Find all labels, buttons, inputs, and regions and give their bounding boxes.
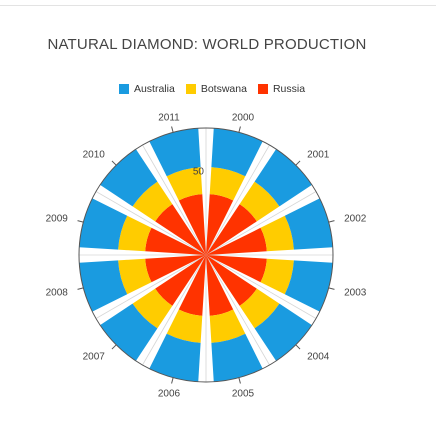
value-tick-label: 50 xyxy=(193,166,205,177)
bar-botswana-2005[interactable] xyxy=(209,309,246,343)
legend-label-australia: Australia xyxy=(133,83,175,95)
bar-australia-2004[interactable] xyxy=(254,303,312,361)
category-label-2006: 2006 xyxy=(158,389,181,400)
bar-australia-2011[interactable] xyxy=(149,128,201,177)
bar-russia-2004[interactable] xyxy=(206,255,257,306)
bar-botswana-2010[interactable] xyxy=(132,181,173,222)
category-label-2009: 2009 xyxy=(46,213,69,224)
bar-botswana-2007[interactable] xyxy=(132,288,173,329)
category-tick xyxy=(111,160,117,166)
bar-australia-2000[interactable] xyxy=(211,128,263,177)
grid-layer xyxy=(78,127,334,383)
bar-botswana-2002[interactable] xyxy=(260,215,294,252)
top-divider xyxy=(0,0,436,6)
grid-spoke xyxy=(142,254,207,366)
legend-swatch-russia xyxy=(257,84,268,94)
category-tick xyxy=(238,126,241,133)
legend-swatch-australia xyxy=(118,84,129,94)
bar-australia-2001[interactable] xyxy=(254,149,312,207)
category-tick xyxy=(111,344,117,350)
bar-australia-2003[interactable] xyxy=(284,260,333,312)
bar-russia-2003[interactable] xyxy=(206,255,267,283)
category-label-2005: 2005 xyxy=(232,389,255,400)
bar-russia-2010[interactable] xyxy=(155,204,206,255)
grid-spoke xyxy=(205,191,317,256)
bar-australia-2008[interactable] xyxy=(79,260,128,312)
grid-spoke xyxy=(142,144,207,256)
bar-russia-2011[interactable] xyxy=(178,194,206,255)
category-label-2007: 2007 xyxy=(83,352,106,363)
category-label-2008: 2008 xyxy=(46,288,69,299)
bar-russia-2001[interactable] xyxy=(206,204,257,255)
legend-item-botswana[interactable]: Botswana xyxy=(185,83,247,95)
bar-australia-2007[interactable] xyxy=(100,303,158,361)
bar-russia-2000[interactable] xyxy=(206,194,234,255)
category-label-2011: 2011 xyxy=(158,112,180,123)
chart-title: NATURAL DIAMOND: WORLD PRODUCTION xyxy=(47,36,367,53)
category-label-2001: 2001 xyxy=(307,149,330,160)
legend-label-russia: Russia xyxy=(272,83,306,95)
legend-label-botswana: Botswana xyxy=(200,83,247,95)
legend-item-russia[interactable]: Russia xyxy=(257,83,306,95)
bar-botswana-2008[interactable] xyxy=(118,258,152,295)
bar-australia-2010[interactable] xyxy=(100,149,158,207)
grid-spoke xyxy=(95,254,207,319)
category-label-2010: 2010 xyxy=(83,149,106,160)
legend-item-australia[interactable]: Australia xyxy=(118,83,175,95)
bar-russia-2009[interactable] xyxy=(145,227,206,255)
bar-australia-2009[interactable] xyxy=(79,198,128,250)
bars-layer xyxy=(79,128,333,382)
bar-botswana-2003[interactable] xyxy=(260,258,294,295)
bar-australia-2005[interactable] xyxy=(211,333,263,382)
bar-australia-2006[interactable] xyxy=(149,333,201,382)
bar-botswana-2004[interactable] xyxy=(239,288,280,329)
bar-botswana-2001[interactable] xyxy=(239,181,280,222)
category-label-2000: 2000 xyxy=(232,112,255,123)
category-tick xyxy=(295,344,301,350)
category-tick xyxy=(328,287,335,290)
bar-russia-2007[interactable] xyxy=(155,255,206,306)
bar-russia-2006[interactable] xyxy=(178,255,206,316)
category-tick xyxy=(238,377,241,384)
grid-spoke xyxy=(205,144,270,256)
bar-botswana-2000[interactable] xyxy=(209,167,246,201)
category-label-2002: 2002 xyxy=(344,213,367,224)
bar-russia-2005[interactable] xyxy=(206,255,234,316)
grid-spoke xyxy=(205,254,317,319)
category-tick xyxy=(328,220,335,223)
bar-russia-2002[interactable] xyxy=(206,227,267,255)
category-label-2004: 2004 xyxy=(307,352,330,363)
outer-ring xyxy=(78,127,334,383)
bar-botswana-2009[interactable] xyxy=(118,215,152,252)
category-tick xyxy=(171,377,174,384)
bar-australia-2002[interactable] xyxy=(284,198,333,250)
bar-botswana-2006[interactable] xyxy=(166,309,203,343)
category-tick xyxy=(295,160,301,166)
category-tick xyxy=(77,287,84,290)
legend-swatch-botswana xyxy=(185,84,196,94)
category-tick xyxy=(77,220,84,223)
bar-russia-2008[interactable] xyxy=(145,255,206,283)
legend: Australia Botswana Russia xyxy=(0,83,424,95)
category-tick xyxy=(171,126,174,133)
labels-layer: 50 2000 2001 2002 2003 2004 2005 2006 2007 2008 20… xyxy=(46,112,367,399)
category-label-2003: 2003 xyxy=(344,288,367,299)
grid-spoke xyxy=(95,191,207,256)
grid-spoke xyxy=(205,254,270,366)
bar-botswana-2011[interactable] xyxy=(166,167,203,201)
